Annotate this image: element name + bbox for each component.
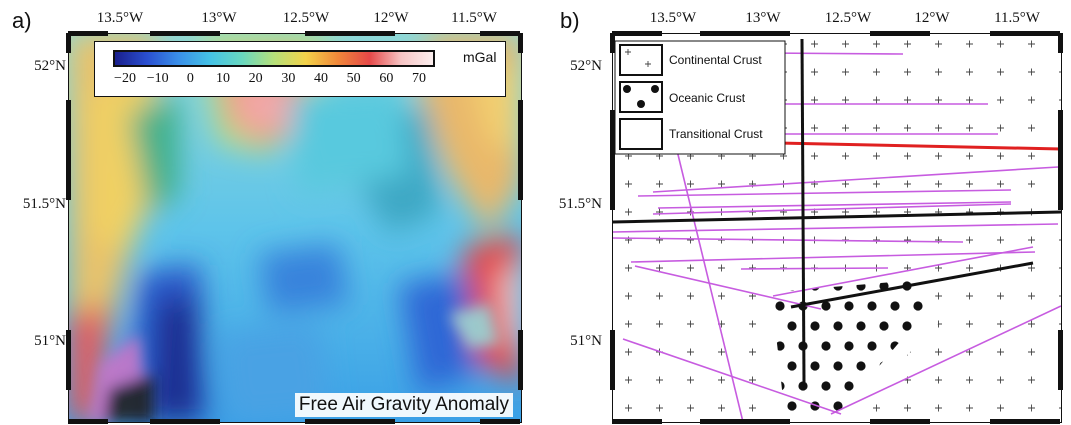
frame-tick-bar [610,33,615,53]
seismic-profiles [613,52,1061,422]
gravity-anomaly-map: mGal −20 −10 0 10 20 30 40 50 60 70 Free Air Grav… [68,33,522,423]
lat-label: 51.5°N [558,196,602,212]
lat-label: 52°N [570,58,602,74]
frame-tick-bar [990,31,1060,36]
oceanic-dot [787,401,797,411]
crust-boundaries [613,38,1061,383]
oceanic-dot [879,321,889,331]
legend-transitional-crust: Transitional Crust [669,127,763,141]
oceanic-dot [810,361,820,371]
frame-tick-bar [68,419,108,424]
crust-type-drawing [613,34,1061,422]
lat-label: 51°N [570,333,602,349]
oceanic-dot [833,361,843,371]
oceanic-dot [798,381,808,391]
lon-label: 12.5°W [282,10,330,26]
oceanic-dot [913,301,923,311]
oceanic-dot [833,401,843,411]
lon-label: 11.5°W [451,10,497,26]
colorbar-tick-label: 40 [314,71,328,86]
legend-continental-crust: Continental Crust [669,53,762,67]
frame-tick-bar [990,419,1060,424]
oceanic-dot [844,301,854,311]
oceanic-dot [775,301,785,311]
crust-type-map: Continental Crust Oceanic Crust Transiti… [612,33,1062,423]
frame-tick-bar [1058,33,1063,53]
frame-tick-bar [1058,110,1063,210]
lon-label: 11.5°W [994,10,1040,26]
colorbar-tick-label: −10 [146,71,169,86]
oceanic-dot [844,381,854,391]
frame-tick-bar [68,31,108,36]
oceanic-dot [890,301,900,311]
colorbar-unit: mGal [463,49,497,65]
oceanic-dot [821,381,831,391]
frame-tick-bar [518,100,523,200]
frame-tick-bar [305,419,395,424]
panel-a-label: a) [12,8,32,33]
oceanic-dot [833,321,843,331]
frame-tick-bar [305,31,395,36]
frame-tick-bar [150,31,220,36]
frame-tick-bar [1058,330,1063,390]
frame-tick-bar [66,100,71,200]
colorbar-tick-label: 50 [346,71,361,86]
frame-tick-bar [700,31,790,36]
oceanic-dot [856,361,866,371]
panel-b-label: b) [560,8,580,33]
oceanic-dot [844,341,854,351]
oceanic-dot [775,341,785,351]
frame-tick-bar [66,330,71,390]
oceanic-dot [810,321,820,331]
frame-tick-bar [870,31,930,36]
frame-tick-bar [518,33,523,53]
oceanic-dot [867,341,877,351]
oceanic-dot [902,321,912,331]
lat-label: 51.5°N [22,196,66,212]
lon-label: 12°W [373,10,409,26]
frame-tick-bar [610,330,615,390]
legend-oceanic-crust: Oceanic Crust [669,91,746,105]
lon-label: 12.5°W [824,10,872,26]
frame-tick-bar [150,419,220,424]
oceanic-dot [821,341,831,351]
lat-label: 52°N [34,58,66,74]
map-caption: Free Air Gravity Anomaly [294,393,513,417]
lon-label: 12°W [914,10,950,26]
oceanic-dot [821,301,831,311]
frame-tick-bar [612,31,662,36]
lon-label: 13.5°W [649,10,697,26]
oceanic-dot [787,321,797,331]
colorbar-tick-label: 70 [412,71,426,86]
colorbar-tick-label: 20 [248,71,263,86]
frame-tick-bar [612,419,662,424]
frame-tick-bar [700,419,790,424]
frame-tick-bar [480,419,520,424]
lon-label: 13°W [201,10,237,26]
crust-legend [614,40,786,155]
colorbar-tick-label: 0 [186,71,194,86]
colorbar-gradient [113,50,435,67]
colorbar-tick-label: 10 [216,71,230,86]
oceanic-dot [867,301,877,311]
frame-tick-bar [66,33,71,53]
frame-tick-bar [480,31,520,36]
frame-tick-bar [610,110,615,210]
colorbar-tick-label: 60 [379,71,394,86]
colorbar-tick-label: 30 [281,71,296,86]
highlighted-profile [777,141,1061,151]
lat-label: 51°N [34,333,66,349]
frame-tick-bar [518,330,523,390]
colorbar-tick-label: −20 [114,71,136,86]
colorbar-box: mGal −20 −10 0 10 20 30 40 50 60 70 [94,41,506,97]
oceanic-dot [856,321,866,331]
lon-label: 13.5°W [96,10,144,26]
frame-tick-bar [870,419,930,424]
lon-label: 13°W [745,10,781,26]
oceanic-dot [787,361,797,371]
